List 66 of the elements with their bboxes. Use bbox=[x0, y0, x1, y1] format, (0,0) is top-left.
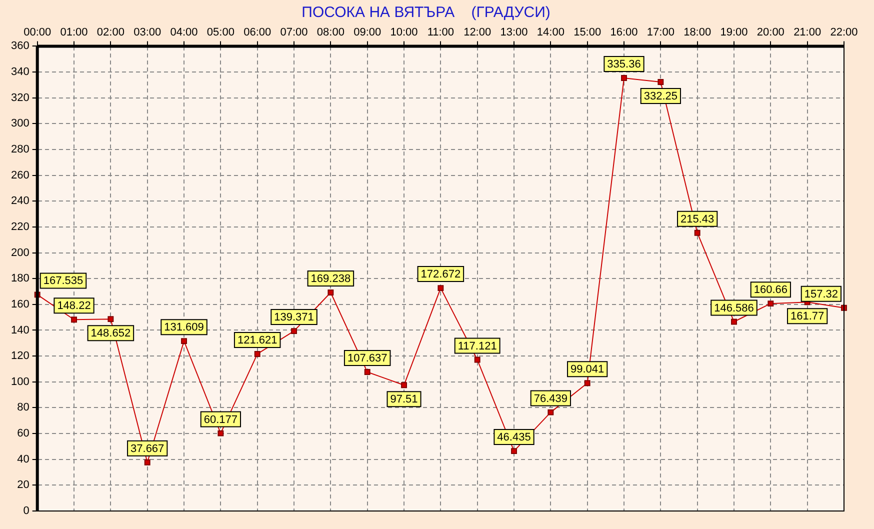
data-label: 131.609 bbox=[164, 322, 204, 334]
x-tick-label: 21:00 bbox=[794, 26, 822, 39]
data-label: 46.435 bbox=[497, 432, 531, 444]
x-tick-label: 04:00 bbox=[170, 26, 198, 39]
data-label: 121.621 bbox=[237, 334, 278, 347]
y-tick-label: 220 bbox=[10, 220, 30, 233]
data-label: 37.667 bbox=[130, 442, 164, 455]
data-label: 172.672 bbox=[420, 268, 461, 281]
data-label: 146.586 bbox=[714, 302, 754, 314]
x-tick-label: 05:00 bbox=[206, 26, 234, 39]
x-tick-label: 18:00 bbox=[684, 26, 712, 39]
x-tick-label: 14:00 bbox=[536, 26, 564, 39]
data-label: 139.371 bbox=[274, 312, 314, 324]
x-tick-label: 20:00 bbox=[756, 26, 784, 39]
x-tick-label: 02:00 bbox=[96, 26, 124, 39]
x-tick-label: 03:00 bbox=[134, 26, 162, 39]
x-tick-label: 19:00 bbox=[720, 26, 748, 39]
data-label: 148.652 bbox=[90, 328, 131, 340]
x-tick-label: 16:00 bbox=[610, 26, 638, 39]
data-label: 161.77 bbox=[790, 310, 824, 323]
data-label: 335.36 bbox=[607, 58, 641, 71]
y-tick-label: 200 bbox=[10, 246, 30, 259]
x-tick-label: 17:00 bbox=[646, 26, 674, 39]
y-tick-label: 360 bbox=[10, 40, 30, 52]
x-tick-label: 06:00 bbox=[244, 26, 272, 39]
data-label: 160.66 bbox=[754, 284, 788, 296]
y-tick-label: 320 bbox=[10, 92, 30, 104]
data-label: 332.25 bbox=[644, 90, 678, 103]
y-tick-label: 260 bbox=[10, 169, 30, 182]
y-tick-label: 340 bbox=[10, 66, 30, 78]
x-tick-label: 01:00 bbox=[60, 26, 88, 39]
x-tick-label: 11:00 bbox=[427, 26, 454, 39]
y-tick-label: 140 bbox=[10, 324, 30, 336]
x-tick-label: 13:00 bbox=[500, 26, 528, 39]
data-label: 157.32 bbox=[804, 288, 838, 300]
y-tick-label: 40 bbox=[17, 453, 30, 466]
data-label: 97.51 bbox=[390, 394, 418, 406]
data-label: 215.43 bbox=[680, 213, 714, 226]
y-tick-label: 60 bbox=[17, 428, 30, 440]
y-tick-label: 100 bbox=[10, 376, 30, 388]
x-tick-label: 07:00 bbox=[280, 26, 308, 39]
data-label: 167.535 bbox=[43, 275, 84, 288]
y-tick-label: 160 bbox=[10, 298, 30, 310]
x-tick-label: 09:00 bbox=[354, 26, 382, 39]
x-tick-label: 08:00 bbox=[316, 26, 344, 39]
y-tick-label: 280 bbox=[10, 144, 30, 156]
y-tick-label: 120 bbox=[10, 350, 30, 362]
y-tick-label: 20 bbox=[17, 479, 30, 492]
x-tick-label: 12:00 bbox=[464, 26, 492, 39]
data-label: 76.439 bbox=[534, 392, 568, 405]
x-tick-label: 10:00 bbox=[390, 26, 418, 39]
data-label: 107.637 bbox=[347, 352, 388, 365]
x-tick-label: 15:00 bbox=[574, 26, 602, 39]
chart-title: ПОСОКА НА ВЯТЪРА (ГРАДУСИ) bbox=[302, 4, 550, 22]
y-tick-label: 240 bbox=[10, 195, 30, 208]
y-tick-label: 300 bbox=[10, 118, 30, 130]
x-tick-label: 00:00 bbox=[24, 26, 52, 39]
data-label: 117.121 bbox=[458, 340, 497, 352]
y-tick-label: 0 bbox=[23, 505, 30, 518]
data-label: 148.22 bbox=[57, 300, 91, 312]
x-tick-label: 22:00 bbox=[830, 26, 858, 39]
y-tick-label: 80 bbox=[17, 402, 30, 414]
y-tick-label: 180 bbox=[10, 272, 30, 285]
data-label: 99.041 bbox=[570, 364, 604, 376]
data-label: 60.177 bbox=[204, 414, 238, 426]
data-label: 169.238 bbox=[310, 273, 351, 286]
